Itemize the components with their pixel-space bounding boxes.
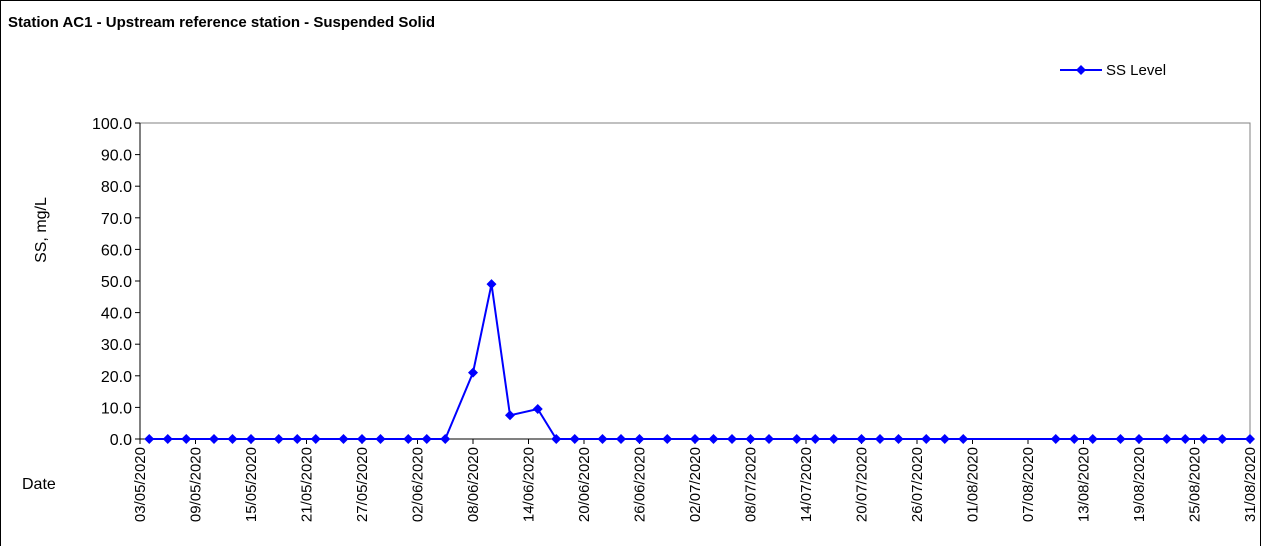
x-tick-label: 02/06/2020: [410, 447, 427, 522]
data-point: [227, 434, 238, 444]
data-point: [1198, 434, 1209, 444]
data-point: [532, 403, 543, 414]
y-tick-label: 10.0: [101, 400, 132, 417]
y-tick-label: 0.0: [110, 432, 132, 449]
data-point: [357, 434, 367, 444]
data-point: [708, 434, 719, 444]
y-tick-label: 90.0: [101, 148, 132, 165]
data-point: [1245, 434, 1255, 444]
data-point: [745, 434, 756, 444]
y-tick-label: 50.0: [101, 274, 132, 291]
x-tick-label: 15/05/2020: [243, 447, 260, 522]
data-point: [209, 434, 219, 444]
data-point: [856, 434, 867, 444]
x-tick-label: 08/07/2020: [743, 447, 760, 522]
x-tick-label: 26/07/2020: [909, 447, 926, 522]
data-point: [791, 434, 802, 444]
data-point: [1050, 434, 1061, 444]
data-point: [597, 434, 608, 444]
data-point: [690, 434, 700, 444]
x-tick-label: 13/08/2020: [1076, 447, 1093, 522]
data-point: [292, 434, 303, 444]
x-tick-label: 01/08/2020: [965, 447, 982, 522]
x-tick-label: 20/07/2020: [854, 447, 871, 522]
data-point: [616, 434, 626, 444]
data-point: [551, 434, 562, 444]
x-tick-label: 25/08/2020: [1187, 447, 1204, 522]
chart-title: Station AC1 - Upstream reference station…: [8, 14, 435, 31]
x-tick-label: 09/05/2020: [188, 447, 205, 522]
x-tick-label: 31/08/2020: [1242, 447, 1259, 522]
data-point: [1161, 434, 1172, 444]
data-point: [958, 434, 969, 444]
data-point: [421, 434, 432, 444]
x-tick-label: 20/06/2020: [576, 447, 593, 522]
y-tick-label: 100.0: [92, 116, 132, 133]
data-point: [662, 434, 673, 444]
data-point: [505, 410, 515, 421]
data-point: [338, 434, 349, 444]
data-point: [246, 434, 256, 444]
y-axis-title: SS, mg/L: [33, 197, 50, 263]
x-tick-label: 21/05/2020: [299, 447, 316, 522]
x-tick-label: 26/06/2020: [632, 447, 649, 522]
data-point: [162, 434, 173, 444]
data-point: [440, 434, 451, 444]
x-tick-label: 14/07/2020: [798, 447, 815, 522]
data-point: [1069, 434, 1080, 444]
data-point: [939, 434, 950, 444]
data-point: [1115, 434, 1126, 444]
data-point: [375, 434, 386, 444]
data-point: [486, 279, 497, 290]
legend-label: SS Level: [1106, 62, 1166, 79]
data-point: [1134, 434, 1144, 444]
data-point: [828, 434, 839, 444]
data-point: [144, 434, 155, 444]
y-tick-label: 30.0: [101, 337, 132, 354]
data-point: [181, 434, 192, 444]
y-tick-label: 20.0: [101, 369, 132, 386]
legend-marker: [1076, 65, 1086, 75]
data-point: [569, 434, 580, 444]
y-tick-label: 60.0: [101, 242, 132, 259]
data-point: [273, 434, 284, 444]
data-point: [921, 434, 932, 444]
data-point: [1217, 434, 1228, 444]
y-tick-label: 40.0: [101, 306, 132, 323]
data-point: [634, 434, 645, 444]
data-point: [1087, 434, 1098, 444]
y-tick-label: 70.0: [101, 211, 132, 228]
x-tick-label: 19/08/2020: [1131, 447, 1148, 522]
x-tick-label: 07/08/2020: [1020, 447, 1037, 522]
y-tick-label: 80.0: [101, 179, 132, 196]
data-point: [875, 434, 885, 444]
data-point: [727, 434, 737, 444]
data-point: [1180, 434, 1191, 444]
data-point: [810, 434, 821, 444]
x-tick-label: 14/06/2020: [521, 447, 538, 522]
data-point: [310, 434, 321, 444]
x-tick-label: 03/05/2020: [132, 447, 149, 522]
x-axis-title: Date: [22, 476, 56, 493]
data-point: [468, 367, 478, 378]
data-point: [893, 434, 904, 444]
x-tick-label: 02/07/2020: [687, 447, 704, 522]
data-point: [403, 434, 414, 444]
x-tick-label: 27/05/2020: [354, 447, 371, 522]
x-tick-label: 08/06/2020: [465, 447, 482, 522]
data-point: [764, 434, 774, 444]
